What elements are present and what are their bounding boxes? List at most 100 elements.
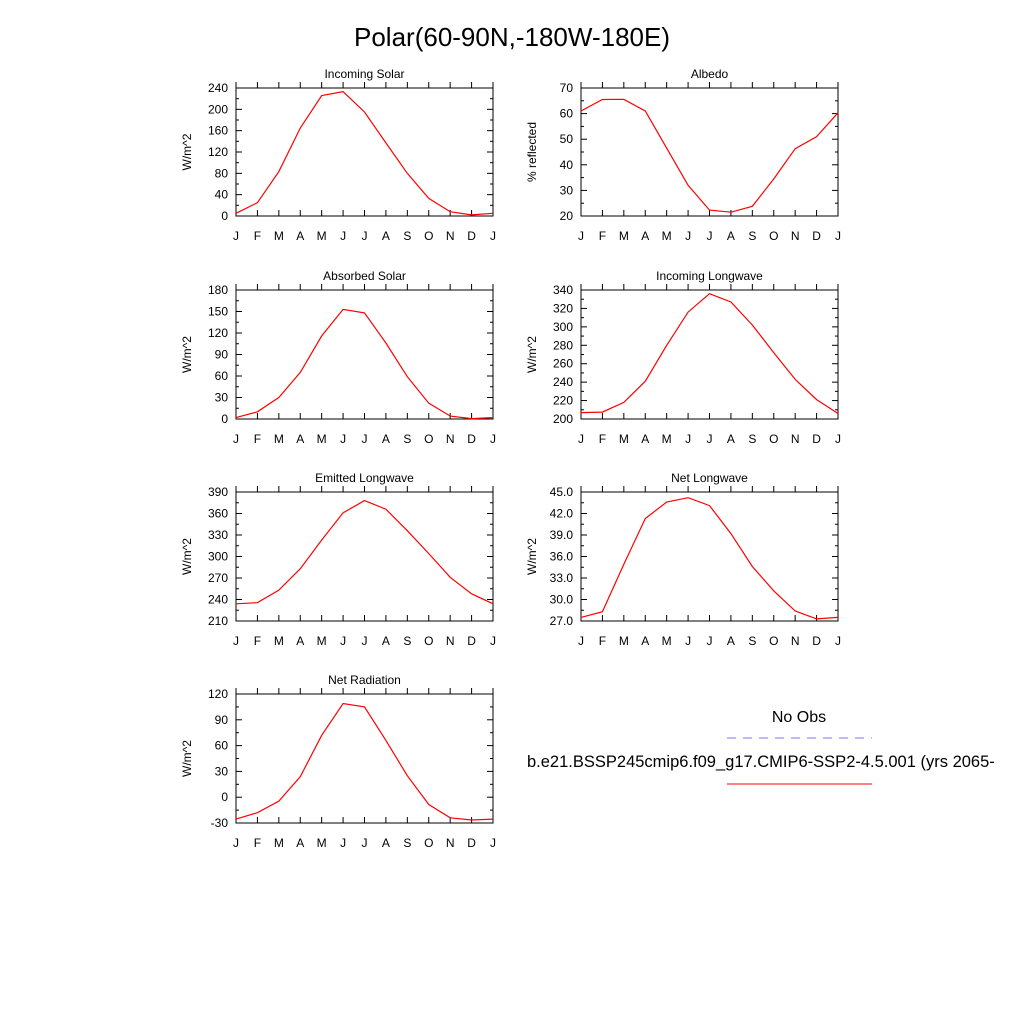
x-tick-label: J xyxy=(233,836,239,850)
x-tick-label: A xyxy=(727,634,735,648)
y-tick-label: 300 xyxy=(208,550,228,564)
x-tick-label: O xyxy=(424,836,433,850)
y-tick-label: 260 xyxy=(553,357,573,371)
x-tick-label: J xyxy=(362,229,368,243)
y-tick-label: 39.0 xyxy=(550,528,574,542)
y-tick-label: 36.0 xyxy=(550,550,574,564)
x-tick-label: D xyxy=(467,836,476,850)
y-tick-label: 300 xyxy=(553,320,573,334)
y-tick-label: 200 xyxy=(553,412,573,426)
x-tick-label: S xyxy=(403,432,411,446)
x-tick-label: J xyxy=(707,229,713,243)
y-tick-label: 45.0 xyxy=(550,485,574,499)
x-tick-label: F xyxy=(254,229,261,243)
x-tick-label: J xyxy=(490,432,496,446)
y-tick-label: 80 xyxy=(215,166,229,180)
chart-title: Net Radiation xyxy=(328,673,401,687)
x-tick-label: J xyxy=(233,432,239,446)
y-tick-label: 30 xyxy=(560,183,574,197)
x-tick-label: O xyxy=(424,229,433,243)
legend-obs-label: No Obs xyxy=(772,709,826,726)
x-tick-label: J xyxy=(233,229,239,243)
y-tick-label: 220 xyxy=(553,394,573,408)
x-tick-label: A xyxy=(296,229,304,243)
x-tick-label: J xyxy=(362,634,368,648)
y-axis-label: W/m^2 xyxy=(180,336,194,373)
x-tick-label: A xyxy=(641,432,649,446)
x-tick-label: D xyxy=(812,634,821,648)
x-tick-label: A xyxy=(641,634,649,648)
x-tick-label: J xyxy=(835,634,841,648)
x-tick-label: M xyxy=(619,432,629,446)
y-tick-label: 30 xyxy=(215,391,229,405)
y-tick-label: 30.0 xyxy=(550,593,574,607)
x-tick-label: A xyxy=(382,634,390,648)
y-tick-label: 120 xyxy=(208,145,228,159)
y-tick-label: 360 xyxy=(208,507,228,521)
y-tick-label: 270 xyxy=(208,571,228,585)
x-tick-label: A xyxy=(296,432,304,446)
x-tick-label: J xyxy=(578,634,584,648)
x-tick-label: N xyxy=(791,432,800,446)
x-tick-label: M xyxy=(317,229,327,243)
y-tick-label: 120 xyxy=(208,326,228,340)
y-axis-label: W/m^2 xyxy=(180,538,194,575)
x-tick-label: D xyxy=(812,432,821,446)
series-line xyxy=(580,497,839,620)
plot-frame xyxy=(580,289,839,420)
y-tick-label: 240 xyxy=(208,81,228,95)
chart-title: Incoming Solar xyxy=(324,67,404,81)
y-axis-label: W/m^2 xyxy=(525,538,539,575)
x-tick-label: M xyxy=(619,634,629,648)
legend-model-label: b.e21.BSSP245cmip6.f09_g17.CMIP6-SSP2-4.… xyxy=(527,753,995,771)
y-tick-label: 320 xyxy=(553,301,573,315)
y-tick-label: 240 xyxy=(208,593,228,607)
x-tick-label: O xyxy=(424,432,433,446)
x-tick-label: S xyxy=(403,634,411,648)
y-tick-label: 180 xyxy=(208,283,228,297)
y-tick-label: 200 xyxy=(208,102,228,116)
x-tick-label: D xyxy=(467,432,476,446)
plot-frame xyxy=(235,491,494,622)
x-tick-label: M xyxy=(662,634,672,648)
legend: No Obs b.e21.BSSP245cmip6.f09_g17.CMIP6-… xyxy=(527,709,995,785)
x-tick-label: J xyxy=(362,836,368,850)
y-tick-label: 280 xyxy=(553,338,573,352)
chart-title: Absorbed Solar xyxy=(323,269,406,283)
x-tick-label: A xyxy=(727,229,735,243)
x-tick-label: N xyxy=(446,229,455,243)
y-tick-label: 90 xyxy=(215,348,229,362)
x-tick-label: D xyxy=(467,634,476,648)
x-tick-label: S xyxy=(748,432,756,446)
chart-panel-4: Incoming Longwave 200 220 240 260 280 300 320 34… xyxy=(525,269,841,446)
x-tick-label: M xyxy=(317,634,327,648)
x-tick-label: S xyxy=(748,634,756,648)
x-tick-label: N xyxy=(446,836,455,850)
y-tick-label: 42.0 xyxy=(550,507,574,521)
x-tick-label: F xyxy=(599,432,606,446)
y-tick-label: 150 xyxy=(208,305,228,319)
y-tick-label: 27.0 xyxy=(550,614,574,628)
x-tick-label: A xyxy=(296,634,304,648)
x-tick-label: M xyxy=(274,229,284,243)
y-tick-label: 30 xyxy=(215,764,229,778)
plot-frame xyxy=(580,87,839,217)
x-tick-label: F xyxy=(254,836,261,850)
y-tick-label: 70 xyxy=(560,81,574,95)
series-line xyxy=(580,293,839,415)
x-tick-label: J xyxy=(340,634,346,648)
y-tick-label: 0 xyxy=(221,412,228,426)
x-tick-label: M xyxy=(619,229,629,243)
x-tick-label: A xyxy=(727,432,735,446)
x-tick-label: J xyxy=(490,229,496,243)
x-tick-label: J xyxy=(685,432,691,446)
x-tick-label: A xyxy=(296,836,304,850)
plot-frame xyxy=(235,87,494,217)
x-tick-label: J xyxy=(340,836,346,850)
x-tick-label: J xyxy=(340,229,346,243)
